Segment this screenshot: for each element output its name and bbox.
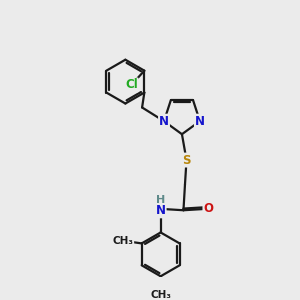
Text: O: O [203, 202, 213, 215]
Text: CH₃: CH₃ [150, 290, 171, 300]
Text: H: H [154, 204, 163, 214]
Text: N: N [156, 204, 166, 218]
Text: N: N [159, 115, 169, 128]
Text: H: H [156, 195, 165, 205]
Text: CH₃: CH₃ [112, 236, 133, 246]
Text: N: N [195, 115, 205, 128]
Text: Cl: Cl [125, 79, 138, 92]
Text: S: S [182, 154, 191, 166]
